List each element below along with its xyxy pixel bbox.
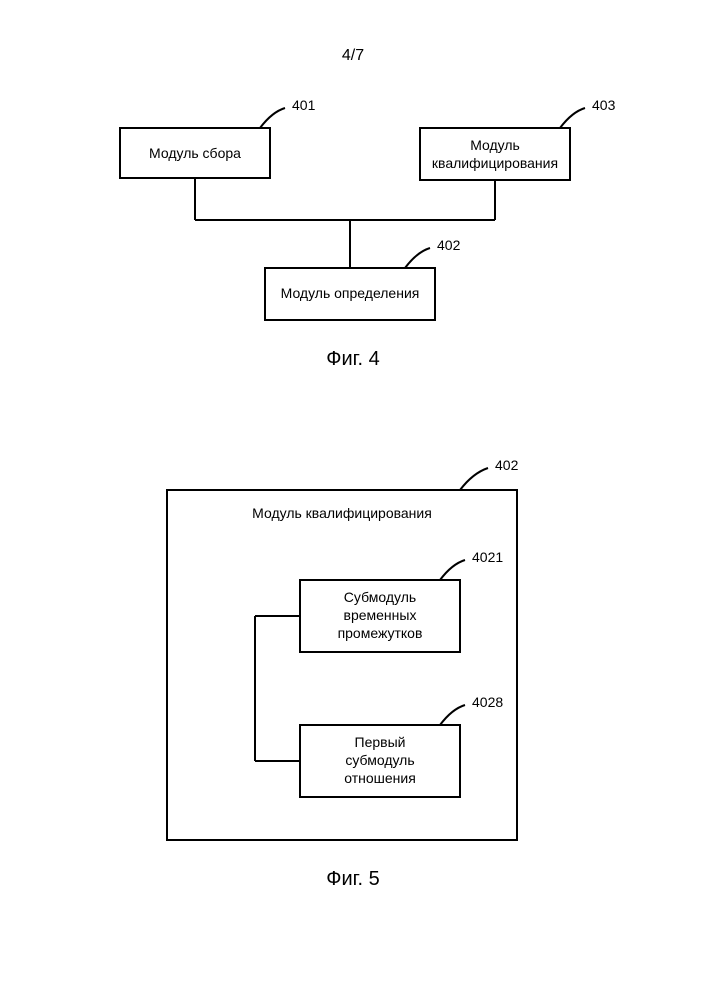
fig4-box-403-label2: квалифицирования	[432, 155, 558, 171]
fig5-4021-l2: временных	[344, 607, 417, 623]
fig4-box-402: Модуль определения 402	[265, 237, 461, 320]
fig5-4028-l1: Первый	[355, 734, 406, 750]
fig4-box-402-label: Модуль определения	[281, 285, 420, 301]
fig5-4028-l3: отношения	[344, 770, 416, 786]
fig5-ref-402: 402	[495, 457, 519, 473]
fig4-box-401: Модуль сбора 401	[120, 97, 316, 178]
fig4-connectors	[195, 178, 495, 268]
fig4-ref-403: 403	[592, 97, 616, 113]
fig4-box-401-label: Модуль сбора	[149, 145, 241, 161]
fig5-ref-4021: 4021	[472, 549, 503, 565]
fig5-container-title: Модуль квалифицирования	[252, 505, 432, 521]
fig4-caption: Фиг. 4	[326, 348, 379, 370]
fig4-ref-402: 402	[437, 237, 461, 253]
fig5-4021-l3: промежутков	[338, 625, 423, 641]
page-header: 4/7	[342, 47, 364, 64]
fig5-4028-l2: субмодуль	[345, 752, 414, 768]
fig4-box-403: Модуль квалифицирования 403	[420, 97, 616, 180]
fig4-ref-401: 401	[292, 97, 316, 113]
fig5-4021-l1: Субмодуль	[344, 589, 416, 605]
fig5-ref-4028: 4028	[472, 694, 503, 710]
fig5-caption: Фиг. 5	[326, 868, 379, 890]
fig4-box-403-label1: Модуль	[470, 137, 520, 153]
